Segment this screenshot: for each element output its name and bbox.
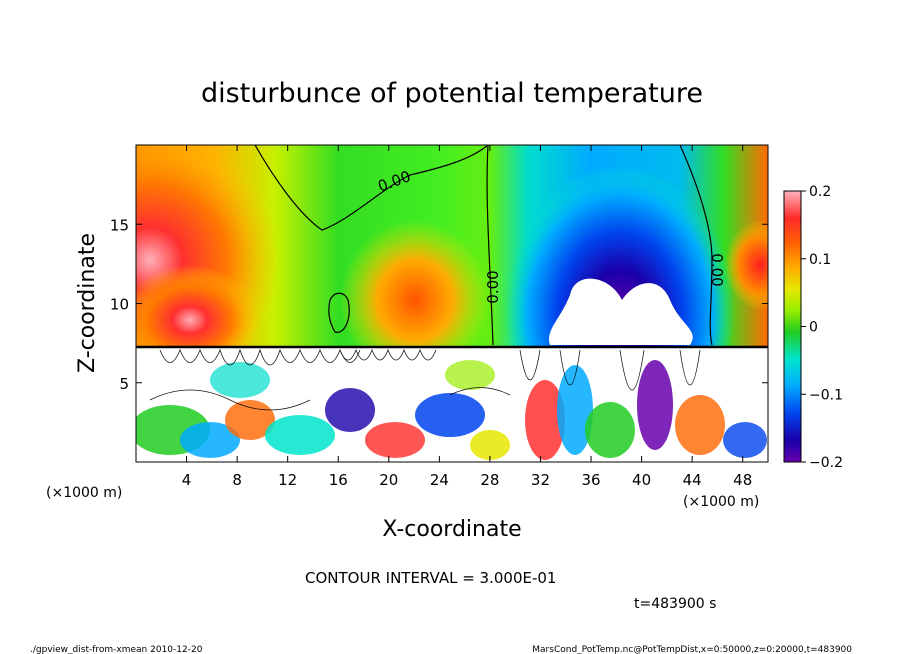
y-tick-label: 10 — [110, 296, 129, 314]
x-tick-label: 40 — [632, 471, 651, 489]
colorbar-ticks: 0.2 0.1 0 −0.1 −0.2 — [801, 184, 843, 471]
contour-label: 0.00 — [708, 253, 726, 286]
heatmap-field — [136, 145, 768, 462]
y-axis: 5 10 15 — [110, 216, 768, 393]
x-axis: 4 8 12 16 20 24 28 32 36 40 44 48 — [182, 145, 752, 489]
chart-title: disturbunce of potential temperature — [201, 78, 703, 109]
y-axis-unit: (×1000 m) — [46, 485, 122, 501]
x-tick-label: 16 — [329, 471, 348, 489]
x-axis-unit: (×1000 m) — [683, 494, 759, 510]
x-tick-label: 36 — [581, 471, 600, 489]
contour-interval-note: CONTOUR INTERVAL = 3.000E-01 — [305, 569, 556, 587]
x-tick-label: 32 — [531, 471, 550, 489]
colorbar-tick-label: 0.1 — [809, 252, 831, 268]
contour-label: 0.00 — [484, 270, 502, 303]
colorbar-tick-label: −0.1 — [809, 387, 843, 403]
y-axis-title: Z-coordinate — [75, 233, 100, 373]
x-tick-label: 44 — [683, 471, 702, 489]
y-tick-label: 5 — [119, 375, 129, 393]
y-tick-label: 15 — [110, 216, 129, 234]
x-tick-label: 8 — [232, 471, 242, 489]
colorbar-tick-label: −0.2 — [809, 455, 843, 471]
footer-right: MarsCond_PotTemp.nc@PotTempDist,x=0:5000… — [532, 645, 852, 654]
x-axis-title: X-coordinate — [382, 517, 521, 542]
x-tick-label: 48 — [733, 471, 752, 489]
colorbar-tick-label: 0.2 — [809, 184, 831, 200]
footer-left: ./gpview_dist-from-xmean 2010-12-20 — [30, 645, 203, 654]
colorbar-tick-label: 0 — [809, 320, 818, 336]
x-tick-label: 24 — [430, 471, 449, 489]
colorbar — [783, 190, 802, 463]
x-tick-label: 28 — [480, 471, 499, 489]
x-tick-label: 20 — [379, 471, 398, 489]
time-label: t=483900 s — [634, 596, 716, 612]
x-tick-label: 12 — [278, 471, 297, 489]
x-tick-label: 4 — [182, 471, 192, 489]
